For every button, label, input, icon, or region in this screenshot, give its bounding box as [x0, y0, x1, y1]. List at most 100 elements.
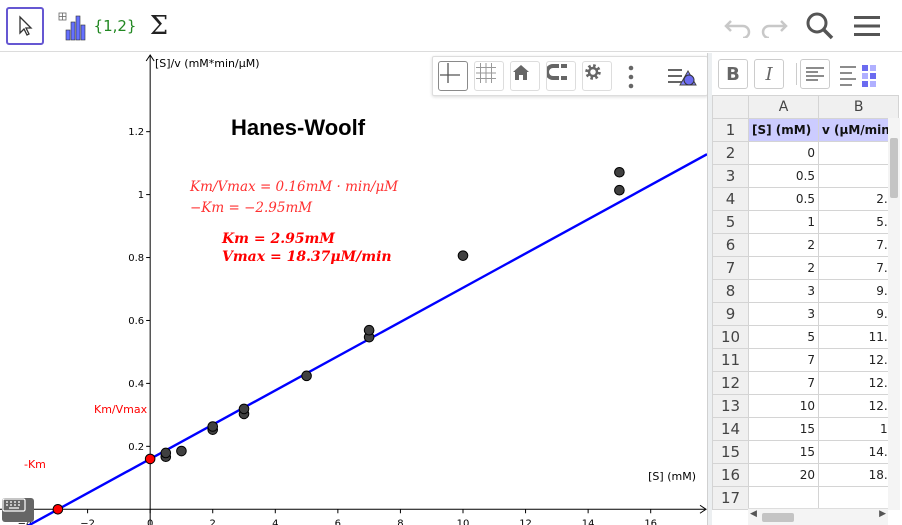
cell-b[interactable]: 14.8	[817, 440, 900, 464]
column-header-a[interactable]: A	[748, 95, 819, 119]
cell-b[interactable]: 7.9	[817, 256, 900, 280]
column-header-b[interactable]: B	[817, 95, 900, 119]
row-header[interactable]: 2	[712, 141, 749, 165]
cell-b[interactable]: 9.9	[817, 302, 900, 326]
bold-button[interactable]: B	[718, 59, 748, 89]
cell-a[interactable]: 3	[748, 279, 819, 303]
cell-a[interactable]: 1	[748, 210, 819, 234]
standard-view-button[interactable]	[510, 61, 540, 91]
row-header[interactable]: 10	[712, 325, 749, 349]
data-point[interactable]	[614, 184, 625, 196]
view-divider[interactable]	[707, 53, 712, 525]
cell-a[interactable]: 0.5	[748, 164, 819, 188]
list-tool-button[interactable]: {1,2}	[94, 7, 137, 45]
cell-b[interactable]	[817, 486, 900, 510]
row-header[interactable]: 8	[712, 279, 749, 303]
cell-a[interactable]: 0	[748, 141, 819, 165]
cell-a[interactable]: 10	[748, 394, 819, 418]
bar-chart-tool-button[interactable]	[53, 7, 91, 45]
cell-b[interactable]: 12.4	[817, 394, 900, 418]
cell-a[interactable]: 0.5	[748, 187, 819, 211]
scroll-left-icon[interactable]: ◀	[750, 509, 757, 519]
row-header[interactable]: 3	[712, 164, 749, 188]
data-point[interactable]	[238, 403, 250, 415]
main-menu-button[interactable]	[851, 10, 883, 42]
data-point[interactable]	[457, 250, 469, 261]
cell-a[interactable]: 15	[748, 417, 819, 441]
cell-b[interactable]: 3	[817, 164, 900, 188]
data-point[interactable]	[301, 370, 312, 382]
data-point[interactable]	[363, 324, 375, 336]
row-header[interactable]: 6	[712, 233, 749, 257]
spreadsheet-grid[interactable]: A B 1[S] (mM)v (μM/min)20030.5340.52.851…	[712, 95, 900, 510]
cell-b[interactable]: v (μM/min)	[817, 118, 900, 142]
search-button[interactable]	[804, 10, 836, 42]
cell-a[interactable]: 3	[748, 302, 819, 326]
cell-b[interactable]: 2.8	[817, 187, 900, 211]
corner-cell[interactable]	[712, 95, 749, 119]
special-point[interactable]	[52, 503, 64, 515]
data-point[interactable]	[207, 421, 219, 432]
data-point[interactable]	[160, 447, 172, 459]
table-row: 6 2 7.6	[712, 233, 900, 257]
cell-a[interactable]: 2	[748, 256, 819, 280]
graphics-settings-button[interactable]	[582, 61, 612, 91]
cell-style-button[interactable]	[836, 59, 890, 89]
vertical-scrollbar[interactable]	[888, 118, 900, 510]
cell-a[interactable]: [S] (mM)	[748, 118, 819, 142]
horizontal-scroll-thumb[interactable]	[762, 513, 794, 522]
row-header[interactable]: 17	[712, 486, 749, 510]
cell-a[interactable]: 15	[748, 440, 819, 464]
cell-b[interactable]: 9.4	[817, 279, 900, 303]
keyboard-button[interactable]	[2, 498, 34, 522]
special-point[interactable]	[144, 453, 156, 465]
row-header[interactable]: 7	[712, 256, 749, 280]
data-point[interactable]	[176, 445, 187, 457]
row-header[interactable]: 5	[712, 210, 749, 234]
cell-a[interactable]: 5	[748, 325, 819, 349]
italic-button[interactable]: I	[754, 59, 784, 89]
row-header[interactable]: 4	[712, 187, 749, 211]
x-tick-label: 10	[457, 518, 470, 525]
cell-a[interactable]: 20	[748, 463, 819, 487]
more-options-button[interactable]	[626, 65, 636, 89]
cell-b[interactable]: 5.4	[817, 210, 900, 234]
row-header[interactable]: 15	[712, 440, 749, 464]
row-header[interactable]: 11	[712, 348, 749, 372]
toggle-grid-button[interactable]	[474, 61, 504, 91]
horizontal-scrollbar[interactable]: ◀ ▶	[748, 508, 888, 525]
toggle-axes-button[interactable]	[438, 61, 468, 91]
sum-tool-button[interactable]: Σ	[140, 7, 178, 45]
cell-a[interactable]: 7	[748, 371, 819, 395]
cell-b[interactable]: 14	[817, 417, 900, 441]
cell-b[interactable]: 7.6	[817, 233, 900, 257]
redo-button[interactable]	[758, 10, 790, 42]
cell-a[interactable]: 7	[748, 348, 819, 372]
cell-b[interactable]: 0	[817, 141, 900, 165]
main-toolbar: {1,2} Σ	[0, 0, 902, 52]
point-capturing-button[interactable]	[546, 61, 576, 91]
regression-line[interactable]	[0, 153, 707, 525]
move-tool-button[interactable]	[6, 7, 44, 45]
row-header[interactable]: 9	[712, 302, 749, 326]
cell-b[interactable]: 18.2	[817, 463, 900, 487]
undo-button[interactable]	[722, 10, 754, 42]
align-left-button[interactable]	[800, 59, 830, 89]
row-header[interactable]: 13	[712, 394, 749, 418]
cell-a[interactable]	[748, 486, 819, 510]
cell-a[interactable]: 2	[748, 233, 819, 257]
cell-b[interactable]: 12.8	[817, 371, 900, 395]
row-header[interactable]: 12	[712, 371, 749, 395]
home-icon	[513, 65, 529, 80]
vertical-scroll-thumb[interactable]	[890, 138, 898, 198]
style-bar-toggle-button[interactable]	[666, 63, 700, 91]
row-header[interactable]: 14	[712, 417, 749, 441]
scroll-right-icon[interactable]: ▶	[879, 509, 886, 519]
data-point[interactable]	[614, 166, 625, 178]
row-header[interactable]: 1	[712, 118, 749, 142]
cell-b[interactable]: 11.8	[817, 325, 900, 349]
row-header[interactable]: 16	[712, 463, 749, 487]
cell-b[interactable]: 12.3	[817, 348, 900, 372]
